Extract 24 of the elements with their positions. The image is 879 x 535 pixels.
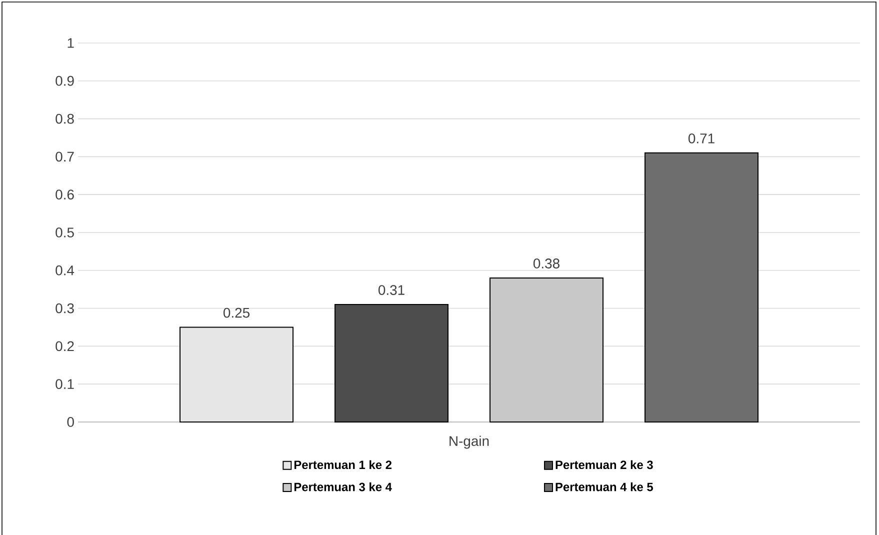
y-tick-label: 0.6 — [56, 190, 74, 200]
data-label: 0.38 — [533, 258, 560, 268]
bar — [180, 326, 294, 422]
y-tick-label: 0 — [67, 417, 74, 427]
y-tick-label: 0.7 — [56, 152, 74, 162]
y-tick-label: 1 — [68, 38, 74, 48]
legend-label: Pertemuan 4 ke 5 — [556, 482, 653, 492]
bar — [644, 152, 759, 422]
legend-label: Pertemuan 3 ke 4 — [294, 482, 392, 492]
y-tick-label: 0.4 — [56, 265, 74, 276]
legend-label: Pertemuan 1 ke 2 — [294, 460, 392, 470]
y-tick-label: 0.3 — [56, 303, 74, 314]
y-tick-label: 0.2 — [56, 341, 74, 352]
data-label: 0.25 — [223, 308, 250, 318]
bar — [490, 277, 604, 422]
x-tick-label: N-gain — [450, 436, 489, 449]
y-tick-label: 0.1 — [56, 379, 74, 390]
y-tick-label: 0.9 — [56, 76, 74, 86]
bar — [334, 304, 449, 422]
y-tick-label: 0.5 — [56, 228, 74, 238]
y-tick-label: 0.8 — [56, 114, 74, 124]
data-label: 0.71 — [688, 133, 714, 144]
data-label: 0.31 — [378, 285, 404, 295]
legend-label: Pertemuan 2 ke 3 — [556, 460, 653, 470]
